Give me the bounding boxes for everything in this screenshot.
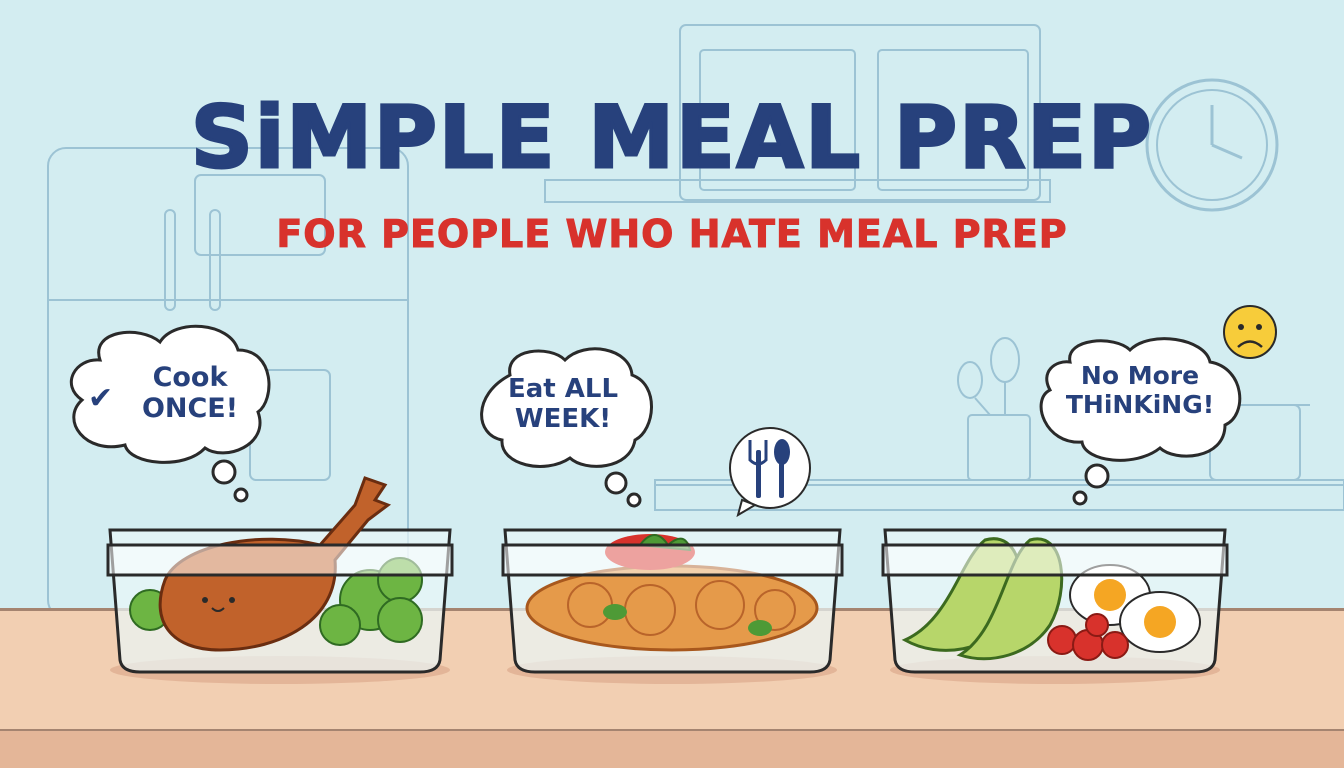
container-chicken-broccoli [106, 476, 454, 684]
bubble-text-eat-all-week: Eat ALL WEEK! [488, 374, 638, 435]
bubble-text-no-more-thinking: No More THiNKiNG! [1045, 361, 1235, 420]
utensil-holder-outline [967, 414, 1031, 481]
check-icon: ✔ [88, 381, 114, 416]
page-title: SiMPLE MEAL PREP [189, 87, 1154, 190]
cherry-tomatoes [1047, 613, 1129, 661]
bubble-line: Eat ALL [507, 374, 619, 404]
thought-bubble-cook-once [69, 324, 271, 503]
boiled-egg [1069, 564, 1201, 653]
cabinet-outline [679, 24, 1041, 201]
thought-bubble-no-more-thinking [1039, 337, 1242, 506]
bubble-line: Cook [152, 362, 228, 393]
fork-spoon-icon [729, 427, 811, 518]
bubble-line: WEEK! [514, 403, 612, 434]
spaghetti [525, 564, 819, 652]
sad-face-icon [1223, 305, 1277, 359]
page-subtitle: FOR PEOPLE WHO HATE MEAL PREP [276, 212, 1068, 257]
container-avocado-egg-tomato [881, 528, 1229, 684]
bubble-line: THiNKiNG! [1065, 389, 1215, 419]
bubble-text-cook-once: ✔ Cook ONCE! [88, 362, 260, 425]
thought-bubble-eat-all-week [480, 347, 653, 508]
bubble-line: ONCE! [141, 393, 239, 425]
clock-icon [1145, 78, 1279, 212]
bubble-line: No More [1080, 361, 1200, 390]
container-spaghetti [501, 528, 844, 684]
